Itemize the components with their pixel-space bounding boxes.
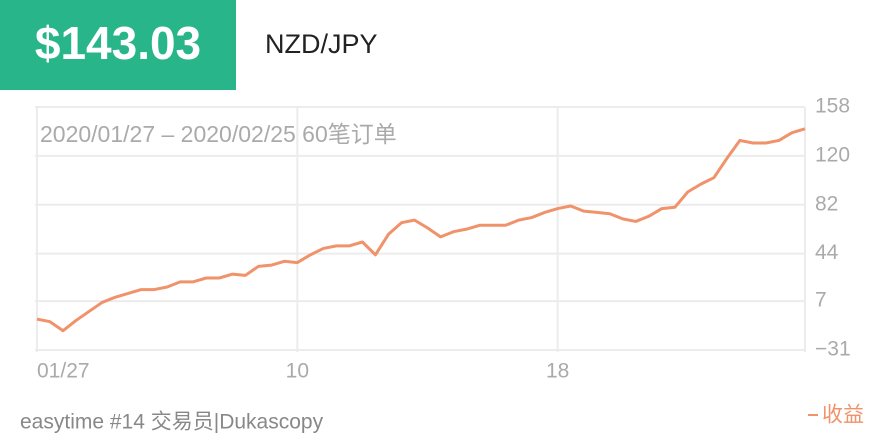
pair: NZD/JPY <box>265 29 378 59</box>
subtitle: 2020/01/27 – 2020/02/25 60笔订单 <box>40 121 397 147</box>
y-tick-label: −31 <box>815 338 851 361</box>
x-tick-label: 10 <box>286 360 309 383</box>
x-tick-label: 01/27 <box>37 360 90 383</box>
line <box>36 127 806 333</box>
price: $143.03 <box>35 17 201 69</box>
y-tick-label: 7 <box>815 289 827 312</box>
y-tick-label: 120 <box>815 143 850 166</box>
footer: easytime #14 交易员|Dukascopy <box>20 411 324 434</box>
y-tick-label: 158 <box>815 95 850 118</box>
price-badge <box>0 0 236 90</box>
y-tick-label: 82 <box>815 192 838 215</box>
y-tick-label: 44 <box>815 241 839 264</box>
x-tick-label: 18 <box>546 360 569 383</box>
legend-label: 收益 <box>822 404 864 427</box>
